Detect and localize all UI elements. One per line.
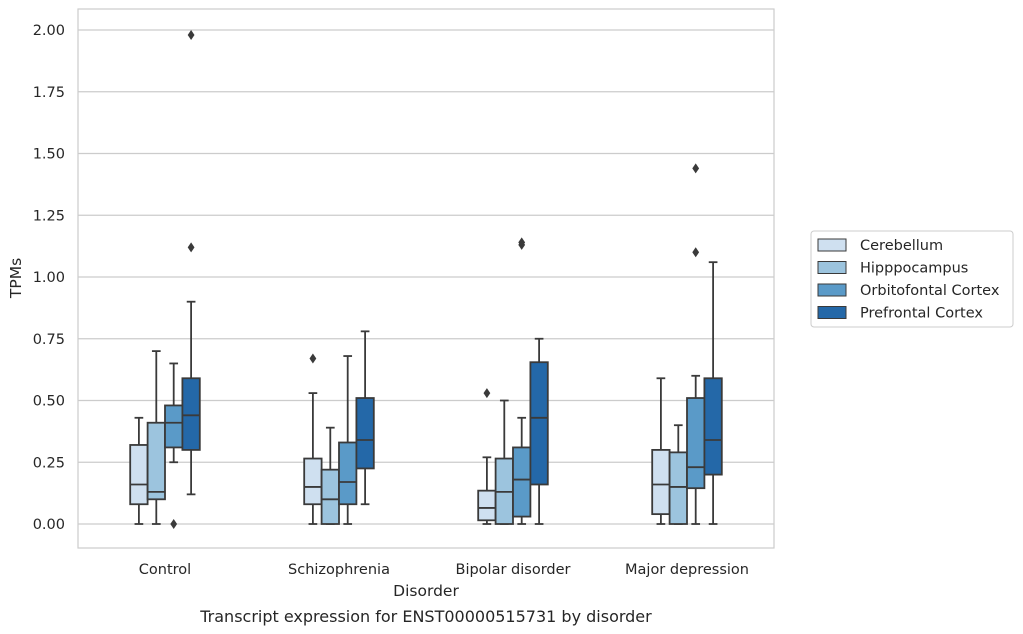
box-iqr	[529, 361, 549, 486]
box-iqr	[320, 468, 340, 525]
outlier-point	[187, 242, 195, 253]
legend-swatch	[817, 306, 847, 319]
box-iqr	[338, 441, 358, 506]
box-iqr	[703, 377, 723, 476]
legend: Cerebellum Hipppocampus Orbitofontal Corte…	[810, 230, 1014, 328]
box-prefrontal-cortex-control	[181, 29, 201, 496]
outlier-point	[187, 29, 195, 40]
outlier-point	[692, 163, 700, 174]
box-prefrontal-cortex-bipolar-disorder	[529, 337, 549, 525]
legend-label: Hipppocampus	[860, 261, 968, 277]
box-iqr	[146, 421, 166, 501]
y-tick-label: 1.25	[33, 208, 65, 224]
box-iqr	[651, 448, 671, 516]
box-iqr	[477, 489, 497, 522]
box-iqr	[181, 377, 201, 451]
box-iqr	[164, 404, 184, 449]
x-tick-label: Control	[139, 562, 191, 578]
legend-swatch	[817, 238, 847, 252]
box-prefrontal-cortex-major-depression	[703, 261, 723, 525]
outlier-point	[692, 247, 700, 258]
box-cerebellum-schizophrenia	[303, 353, 323, 525]
box-orbitofontal-cortex-schizophrenia	[338, 355, 358, 525]
box-iqr	[303, 457, 323, 506]
outlier-point	[518, 237, 526, 248]
x-tick-label: Bipolar disorder	[456, 562, 571, 578]
y-tick-label: 1.50	[33, 147, 65, 163]
box-iqr	[668, 451, 688, 525]
y-tick-label: 0.25	[33, 455, 65, 471]
legend-swatch	[817, 283, 847, 297]
box-hipppocampus-control	[146, 350, 166, 525]
x-tick-labels: Control Schizophrenia Bipolar disorder Majo…	[139, 562, 749, 578]
x-tick-label: Schizophrenia	[288, 562, 390, 578]
x-tick-label: Major depression	[625, 562, 749, 578]
box-prefrontal-cortex-schizophrenia	[355, 330, 375, 506]
boxes-layer	[129, 29, 723, 529]
box-iqr	[355, 397, 375, 470]
box-orbitofontal-cortex-major-depression	[686, 163, 706, 525]
y-tick-label: 0.00	[33, 517, 65, 533]
box-cerebellum-bipolar-disorder	[477, 388, 497, 525]
outlier-point	[483, 388, 491, 399]
legend-label: Cerebellum	[860, 238, 943, 254]
y-axis-label: TPMs	[7, 258, 25, 299]
y-tick-label: 0.50	[33, 394, 65, 410]
box-hipppocampus-schizophrenia	[320, 426, 340, 525]
outlier-point	[170, 519, 178, 529]
y-tick-label: 1.75	[33, 85, 65, 101]
y-tick-label: 1.00	[33, 270, 65, 286]
plot-frame	[77, 8, 775, 549]
chart-caption: Transcript expression for ENST0000051573…	[199, 607, 652, 626]
legend-label: Prefrontal Cortex	[860, 306, 983, 322]
legend-swatch	[817, 261, 847, 274]
box-hipppocampus-bipolar-disorder	[494, 399, 514, 525]
box-iqr	[512, 446, 532, 518]
legend-frame	[810, 230, 1014, 328]
legend-label: Orbitofontal Cortex	[860, 283, 1000, 299]
box-orbitofontal-cortex-control	[164, 362, 184, 529]
box-iqr	[686, 397, 706, 490]
y-tick-label: 0.75	[33, 332, 65, 348]
y-tick-labels: 0.00 0.25 0.50 0.75 1.00 1.25 1.50 1.75 2.00	[33, 23, 65, 533]
outlier-point	[309, 353, 317, 364]
y-tick-label: 2.00	[33, 23, 65, 39]
box-cerebellum-major-depression	[651, 377, 671, 525]
box-iqr	[129, 444, 149, 506]
x-axis-label: Disorder	[393, 582, 459, 600]
